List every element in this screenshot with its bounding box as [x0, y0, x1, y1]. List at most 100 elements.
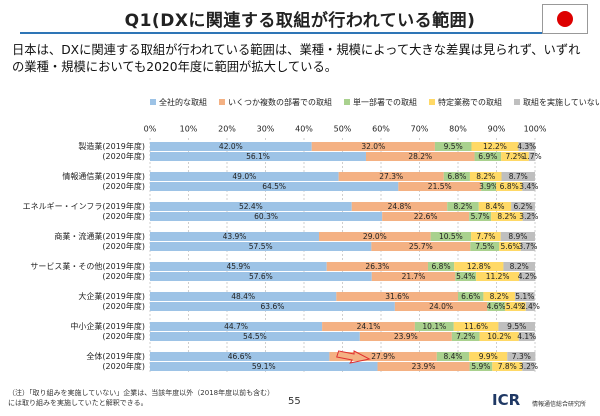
bar-segment	[476, 272, 520, 281]
bar-segment	[150, 232, 320, 241]
legend-label: 単一部署での取組	[353, 97, 417, 107]
x-tick-label: 60%	[372, 125, 390, 134]
y-tick-label: 全体(2019年度)	[86, 351, 145, 361]
bar-segment	[496, 182, 523, 191]
value-label: 29.0%	[363, 232, 387, 241]
bar-segment	[498, 322, 535, 331]
bar-segment	[518, 332, 535, 341]
value-label: 28.2%	[408, 152, 432, 161]
value-label: 4.2%	[518, 272, 537, 281]
value-label: 8.2%	[476, 172, 495, 181]
value-label: 8.7%	[509, 172, 528, 181]
bar-segment	[150, 302, 395, 311]
flag-icon	[542, 4, 588, 34]
value-label: 46.6%	[228, 352, 252, 361]
organization: 情報通信総合研究所	[532, 401, 587, 408]
chart: 全社的な取組 いくつか複数の部署での取組 単一部署での取組 特定業務での取組 取組を実施…	[23, 97, 600, 372]
bar-segment	[414, 322, 454, 331]
bar-segment	[478, 202, 512, 211]
value-label: 6.8%	[447, 172, 466, 181]
bar-segment	[319, 232, 431, 241]
legend-swatch	[344, 99, 350, 105]
bar-segment	[382, 212, 470, 221]
bar-segment	[507, 352, 536, 361]
value-label: 54.5%	[243, 332, 267, 341]
bar-segment	[469, 212, 492, 221]
bar-segment	[522, 182, 536, 191]
y-tick-label: サービス業・その他(2019年度)	[30, 261, 145, 271]
bar-segment	[499, 242, 521, 251]
value-label: 21.5%	[428, 182, 452, 191]
bar-segment	[511, 202, 535, 211]
legend-swatch	[150, 99, 156, 105]
value-label: 2.4%	[521, 302, 540, 311]
value-label: 9.5%	[444, 142, 463, 151]
value-label: 59.1%	[252, 362, 276, 371]
bar-segment	[514, 292, 535, 301]
x-tick-label: 100%	[524, 125, 547, 134]
bar-segment	[500, 232, 535, 241]
legend-label: 全社的な取組	[159, 97, 207, 107]
value-label: 7.2%	[456, 332, 475, 341]
value-label: 7.3%	[512, 352, 531, 361]
legend-label: 特定業務での取組	[438, 97, 502, 107]
value-label: 56.1%	[246, 152, 270, 161]
bar-segment	[481, 182, 497, 191]
bar-segment	[483, 292, 515, 301]
bar-segment	[443, 172, 470, 181]
bar-segment	[351, 202, 448, 211]
bar-segment	[470, 242, 500, 251]
value-label: 24.1%	[357, 322, 381, 331]
bar-segment	[492, 362, 523, 371]
value-label: 5.9%	[471, 362, 490, 371]
value-label: 42.0%	[219, 142, 243, 151]
value-label: 43.9%	[223, 232, 247, 241]
bar-segment	[150, 352, 330, 361]
y-tick-label: (2020年度)	[102, 301, 145, 311]
arrow-icon	[336, 350, 371, 364]
bar-segment	[377, 362, 470, 371]
legend-swatch	[429, 99, 435, 105]
bar-segment	[150, 262, 327, 271]
value-label: 3.2%	[519, 212, 538, 221]
bar-segment	[454, 262, 504, 271]
bar-segment	[522, 212, 535, 221]
y-tick-label: (2020年度)	[102, 151, 145, 161]
value-label: 10.5%	[439, 232, 463, 241]
bar-segment	[453, 322, 499, 331]
value-label: 11.6%	[464, 322, 488, 331]
value-label: 32.0%	[361, 142, 385, 151]
bar-segment	[491, 212, 523, 221]
x-tick-label: 90%	[488, 125, 506, 134]
y-tick-label: (2020年度)	[102, 271, 145, 281]
value-label: 60.3%	[254, 212, 278, 221]
value-label: 10.2%	[487, 332, 511, 341]
logo: ICR	[492, 391, 521, 409]
bar-segment	[469, 352, 508, 361]
bar-segment	[520, 242, 535, 251]
x-tick-label: 70%	[411, 125, 429, 134]
value-label: 5.4%	[506, 302, 525, 311]
bar-segment	[150, 362, 378, 371]
legend-label: 取組を実施していない	[523, 97, 600, 107]
bar-segment	[518, 142, 535, 151]
bar-segment	[525, 302, 535, 311]
bar-segment	[329, 352, 437, 361]
value-label: 6.6%	[461, 292, 480, 301]
value-label: 7.2%	[505, 152, 524, 161]
value-label: 5.4%	[456, 272, 475, 281]
value-label: 24.8%	[388, 202, 412, 211]
bar-segment	[487, 302, 505, 311]
bar-segment	[322, 322, 415, 331]
y-tick-label: 製造業(2019年度)	[78, 141, 145, 151]
bar-segment	[365, 152, 475, 161]
subtitle: 日本は、DXに関連する取組が行われている範囲は、業種・規模によって大きな差異は見…	[12, 43, 581, 74]
bar-segment	[471, 142, 519, 151]
bar-segment	[150, 212, 383, 221]
value-label: 3.9%	[479, 182, 498, 191]
value-label: 9.9%	[479, 352, 498, 361]
bar-segment	[326, 262, 428, 271]
value-label: 5.7%	[471, 212, 490, 221]
value-label: 12.8%	[467, 262, 491, 271]
